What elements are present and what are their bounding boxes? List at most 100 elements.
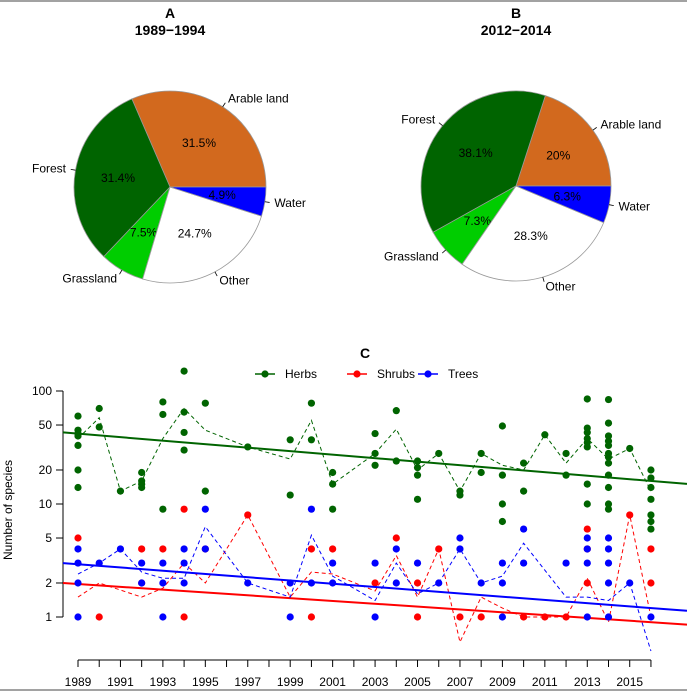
pie-a-slice-percent: 7.5% <box>130 226 158 240</box>
herbs-point <box>541 431 549 439</box>
herbs-point <box>413 495 422 503</box>
herbs-point <box>95 404 103 413</box>
shrubs-point <box>329 545 337 553</box>
pie-a: Arable land 31.5% Forest 31.4% Grassland 7.5%… <box>32 90 306 287</box>
x-tick-label: 1999 <box>277 675 304 689</box>
herbs-point <box>647 511 655 519</box>
chart-c: 1 2 5 10 20 50 100 1989 1991 1993 1995 1997 1999 2001… <box>32 367 687 689</box>
herbs-point <box>201 399 209 407</box>
trees-point <box>392 579 400 587</box>
herbs-point <box>413 471 422 479</box>
trees-mean-line <box>77 525 652 652</box>
pie-b-slice-percent: 38.1% <box>459 146 493 160</box>
trees-point <box>329 579 337 587</box>
trees-point <box>138 579 146 587</box>
pie-a-slice <box>131 90 267 188</box>
herbs-point <box>307 436 316 444</box>
herbs-trend-line <box>62 431 687 485</box>
legend: Herbs Shrubs Trees <box>255 367 478 381</box>
legend-label: Shrubs <box>377 367 415 381</box>
x-tick-label: 1997 <box>234 675 261 689</box>
shrubs-mean-line <box>77 513 652 644</box>
trees-point <box>180 545 188 553</box>
trees-point <box>286 613 294 621</box>
y-tick-label: 2 <box>45 576 52 590</box>
herbs-point <box>116 487 125 495</box>
trees-point <box>74 613 82 621</box>
trees-point <box>626 579 634 587</box>
shrubs-point <box>413 579 422 587</box>
y-tick-label: 100 <box>32 384 52 398</box>
pie-b-slice-percent: 20% <box>546 148 570 162</box>
herbs-point <box>74 483 82 492</box>
herbs-point <box>647 525 655 533</box>
shrubs-point <box>626 511 634 519</box>
trees-point <box>604 545 613 553</box>
trees-point <box>392 545 400 553</box>
trees-point <box>180 579 188 587</box>
pie-a-label-tick <box>119 269 123 275</box>
pie-b-slice-label: Grassland <box>384 249 439 263</box>
trees-point <box>498 613 506 621</box>
herbs-point <box>562 449 570 458</box>
herbs-point <box>477 449 485 458</box>
pie-a-slice-percent: 31.4% <box>101 171 135 185</box>
shrubs-point <box>159 545 167 553</box>
herbs-point <box>583 428 591 437</box>
pie-a-slice-label: Other <box>219 273 249 287</box>
pie-b-slice <box>461 185 605 282</box>
trees-point <box>498 559 506 567</box>
herbs-point <box>244 443 252 451</box>
trees-point <box>604 579 613 587</box>
herbs-point <box>392 407 400 415</box>
pie-b-slice-label: Arable land <box>601 118 662 132</box>
herbs-point <box>604 395 613 404</box>
pie-a-slice-label: Grassland <box>62 271 117 285</box>
x-tick-label: 2015 <box>616 675 643 689</box>
pie-b-slice <box>515 95 612 187</box>
herbs-point <box>604 453 613 461</box>
herbs-point <box>371 461 379 469</box>
herbs-point <box>604 500 613 508</box>
x-tick-label: 1995 <box>192 675 219 689</box>
pie-b-title: B <box>511 5 521 21</box>
herbs-point <box>286 436 294 444</box>
trees-point <box>520 559 528 567</box>
trees-point <box>456 534 464 542</box>
pie-a-label-tick <box>264 201 270 203</box>
trees-trend-line <box>62 562 687 612</box>
trees-point <box>201 505 209 513</box>
x-tick-label: 2011 <box>532 675 558 689</box>
x-tick-label: 2005 <box>404 675 431 689</box>
shrubs-point <box>477 613 485 621</box>
trees-point <box>307 579 316 587</box>
pie-a-slice <box>169 186 267 217</box>
shrubs-point <box>307 613 316 621</box>
pie-b-slice-percent: 28.3% <box>514 229 548 243</box>
legend-label: Herbs <box>285 367 317 381</box>
herbs-point <box>604 471 613 479</box>
trees-point <box>329 559 337 567</box>
herbs-point <box>604 459 613 467</box>
shrubs-point <box>413 613 422 621</box>
herbs-point <box>583 480 591 488</box>
herbs-point <box>647 495 655 503</box>
x-tick-label: 2013 <box>574 675 601 689</box>
pie-a-label-tick <box>222 102 226 107</box>
herbs-point <box>583 443 591 451</box>
pie-a-slice-label: Arable land <box>228 92 289 106</box>
herbs-point <box>456 491 464 499</box>
pie-b: Arable land 20% Forest 38.1% Grassland 7.3% Ot… <box>384 90 662 293</box>
trees-point <box>477 579 485 587</box>
shrubs-point <box>435 545 443 553</box>
trees-point <box>244 579 252 587</box>
trees-point <box>159 613 167 621</box>
shrubs-point <box>138 545 146 553</box>
shrubs-point <box>371 579 379 587</box>
herbs-point <box>74 412 82 420</box>
herbs-point <box>498 422 506 430</box>
legend-marker <box>261 370 269 378</box>
trees-point <box>74 559 82 567</box>
trees-point <box>371 613 379 621</box>
